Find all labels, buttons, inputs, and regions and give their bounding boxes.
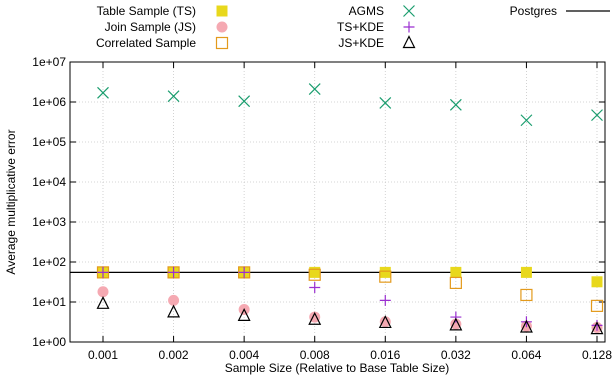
agms-point bbox=[520, 114, 533, 127]
js-kde-point bbox=[96, 295, 110, 309]
correlated-sample-point bbox=[520, 288, 533, 302]
legend-label: Join Sample (JS) bbox=[105, 20, 196, 34]
legend-symbol-ts-kde bbox=[403, 21, 415, 33]
js-kde-point bbox=[519, 319, 533, 333]
join-sample-js-point bbox=[97, 286, 109, 298]
legend-label: Correlated Sample bbox=[96, 36, 196, 50]
table-sample-ts-point bbox=[379, 266, 391, 278]
legend-label: Postgres bbox=[510, 4, 557, 18]
legend-symbol-js-kde bbox=[402, 35, 416, 49]
agms-point bbox=[379, 96, 392, 109]
legend-label: JS+KDE bbox=[338, 36, 384, 50]
grid-lines bbox=[70, 62, 605, 342]
x-axis-ticks: 0.001 0.002 0.004 0.008 0.016 0.032 0.064 0.128 bbox=[88, 62, 612, 362]
series-js-kde bbox=[96, 295, 604, 335]
ts-kde-point bbox=[379, 294, 391, 306]
x-tick-label: 0.001 bbox=[88, 348, 118, 362]
correlated-sample-point bbox=[308, 268, 321, 281]
legend-label: AGMS bbox=[349, 4, 384, 18]
y-axis-ticks: 1e+00 1e+01 1e+02 1e+03 1e+04 1e+05 1e+06 1e+07 bbox=[32, 55, 605, 349]
series-agms bbox=[97, 83, 603, 127]
x-tick-label: 0.008 bbox=[300, 348, 330, 362]
js-kde-point bbox=[237, 308, 251, 321]
join-sample-js-point bbox=[379, 316, 391, 328]
y-axis-label: Average multiplicative error bbox=[4, 129, 18, 274]
y-tick-label: 1e+07 bbox=[32, 55, 66, 69]
correlated-sample-point bbox=[590, 299, 604, 312]
y-tick-label: 1e+00 bbox=[32, 335, 66, 349]
legend: Table Sample (TS) Join Sample (JS) Correla… bbox=[96, 4, 610, 50]
js-kde-point bbox=[378, 315, 392, 329]
correlated-sample-point bbox=[449, 276, 462, 290]
legend-label: TS+KDE bbox=[337, 20, 384, 34]
legend-symbol-correlated-sample bbox=[215, 36, 229, 50]
ts-kde-point bbox=[309, 282, 321, 294]
ts-kde-point bbox=[450, 311, 462, 323]
x-tick-label: 0.004 bbox=[229, 348, 259, 362]
legend-symbol-join-sample-js bbox=[216, 21, 228, 33]
y-tick-label: 1e+04 bbox=[32, 175, 66, 189]
y-tick-label: 1e+05 bbox=[32, 135, 66, 149]
x-tick-label: 0.128 bbox=[582, 348, 612, 362]
x-tick-label: 0.002 bbox=[159, 348, 189, 362]
y-tick-label: 1e+02 bbox=[32, 255, 66, 269]
js-kde-point bbox=[590, 321, 604, 335]
agms-point bbox=[308, 83, 321, 96]
series-join-sample-js bbox=[97, 286, 603, 334]
x-axis-label: Sample Size (Relative to Base Table Size… bbox=[225, 361, 450, 375]
agms-point bbox=[238, 95, 251, 108]
ts-kde-point bbox=[97, 266, 109, 278]
agms-point bbox=[167, 90, 180, 103]
table-sample-ts-point bbox=[591, 276, 603, 288]
join-sample-js-point bbox=[168, 294, 180, 306]
plot-frame bbox=[69, 61, 606, 343]
y-tick-label: 1e+03 bbox=[32, 215, 66, 229]
agms-point bbox=[591, 109, 603, 122]
series-ts-kde bbox=[97, 266, 603, 331]
correlated-sample-point bbox=[379, 270, 392, 283]
y-tick-label: 1e+06 bbox=[32, 95, 66, 109]
legend-label: Table Sample (TS) bbox=[97, 4, 196, 18]
join-sample-js-point bbox=[450, 318, 462, 330]
agms-point bbox=[449, 98, 462, 111]
y-tick-label: 1e+01 bbox=[32, 295, 66, 309]
legend-symbol-agms bbox=[403, 5, 415, 17]
table-sample-ts-point bbox=[520, 266, 532, 278]
x-tick-label: 0.064 bbox=[511, 348, 541, 362]
js-kde-point bbox=[449, 317, 463, 331]
ts-kde-point bbox=[168, 266, 180, 278]
js-kde-point bbox=[308, 311, 322, 325]
agms-point bbox=[97, 86, 109, 99]
legend-symbol-table-sample-ts bbox=[216, 5, 228, 17]
table-sample-ts-point bbox=[309, 266, 321, 278]
table-sample-ts-point bbox=[450, 266, 462, 278]
data-marks bbox=[96, 83, 604, 335]
ts-kde-point bbox=[238, 266, 250, 278]
js-kde-point bbox=[167, 304, 181, 318]
x-tick-label: 0.032 bbox=[441, 348, 471, 362]
x-tick-label: 0.016 bbox=[370, 348, 400, 362]
